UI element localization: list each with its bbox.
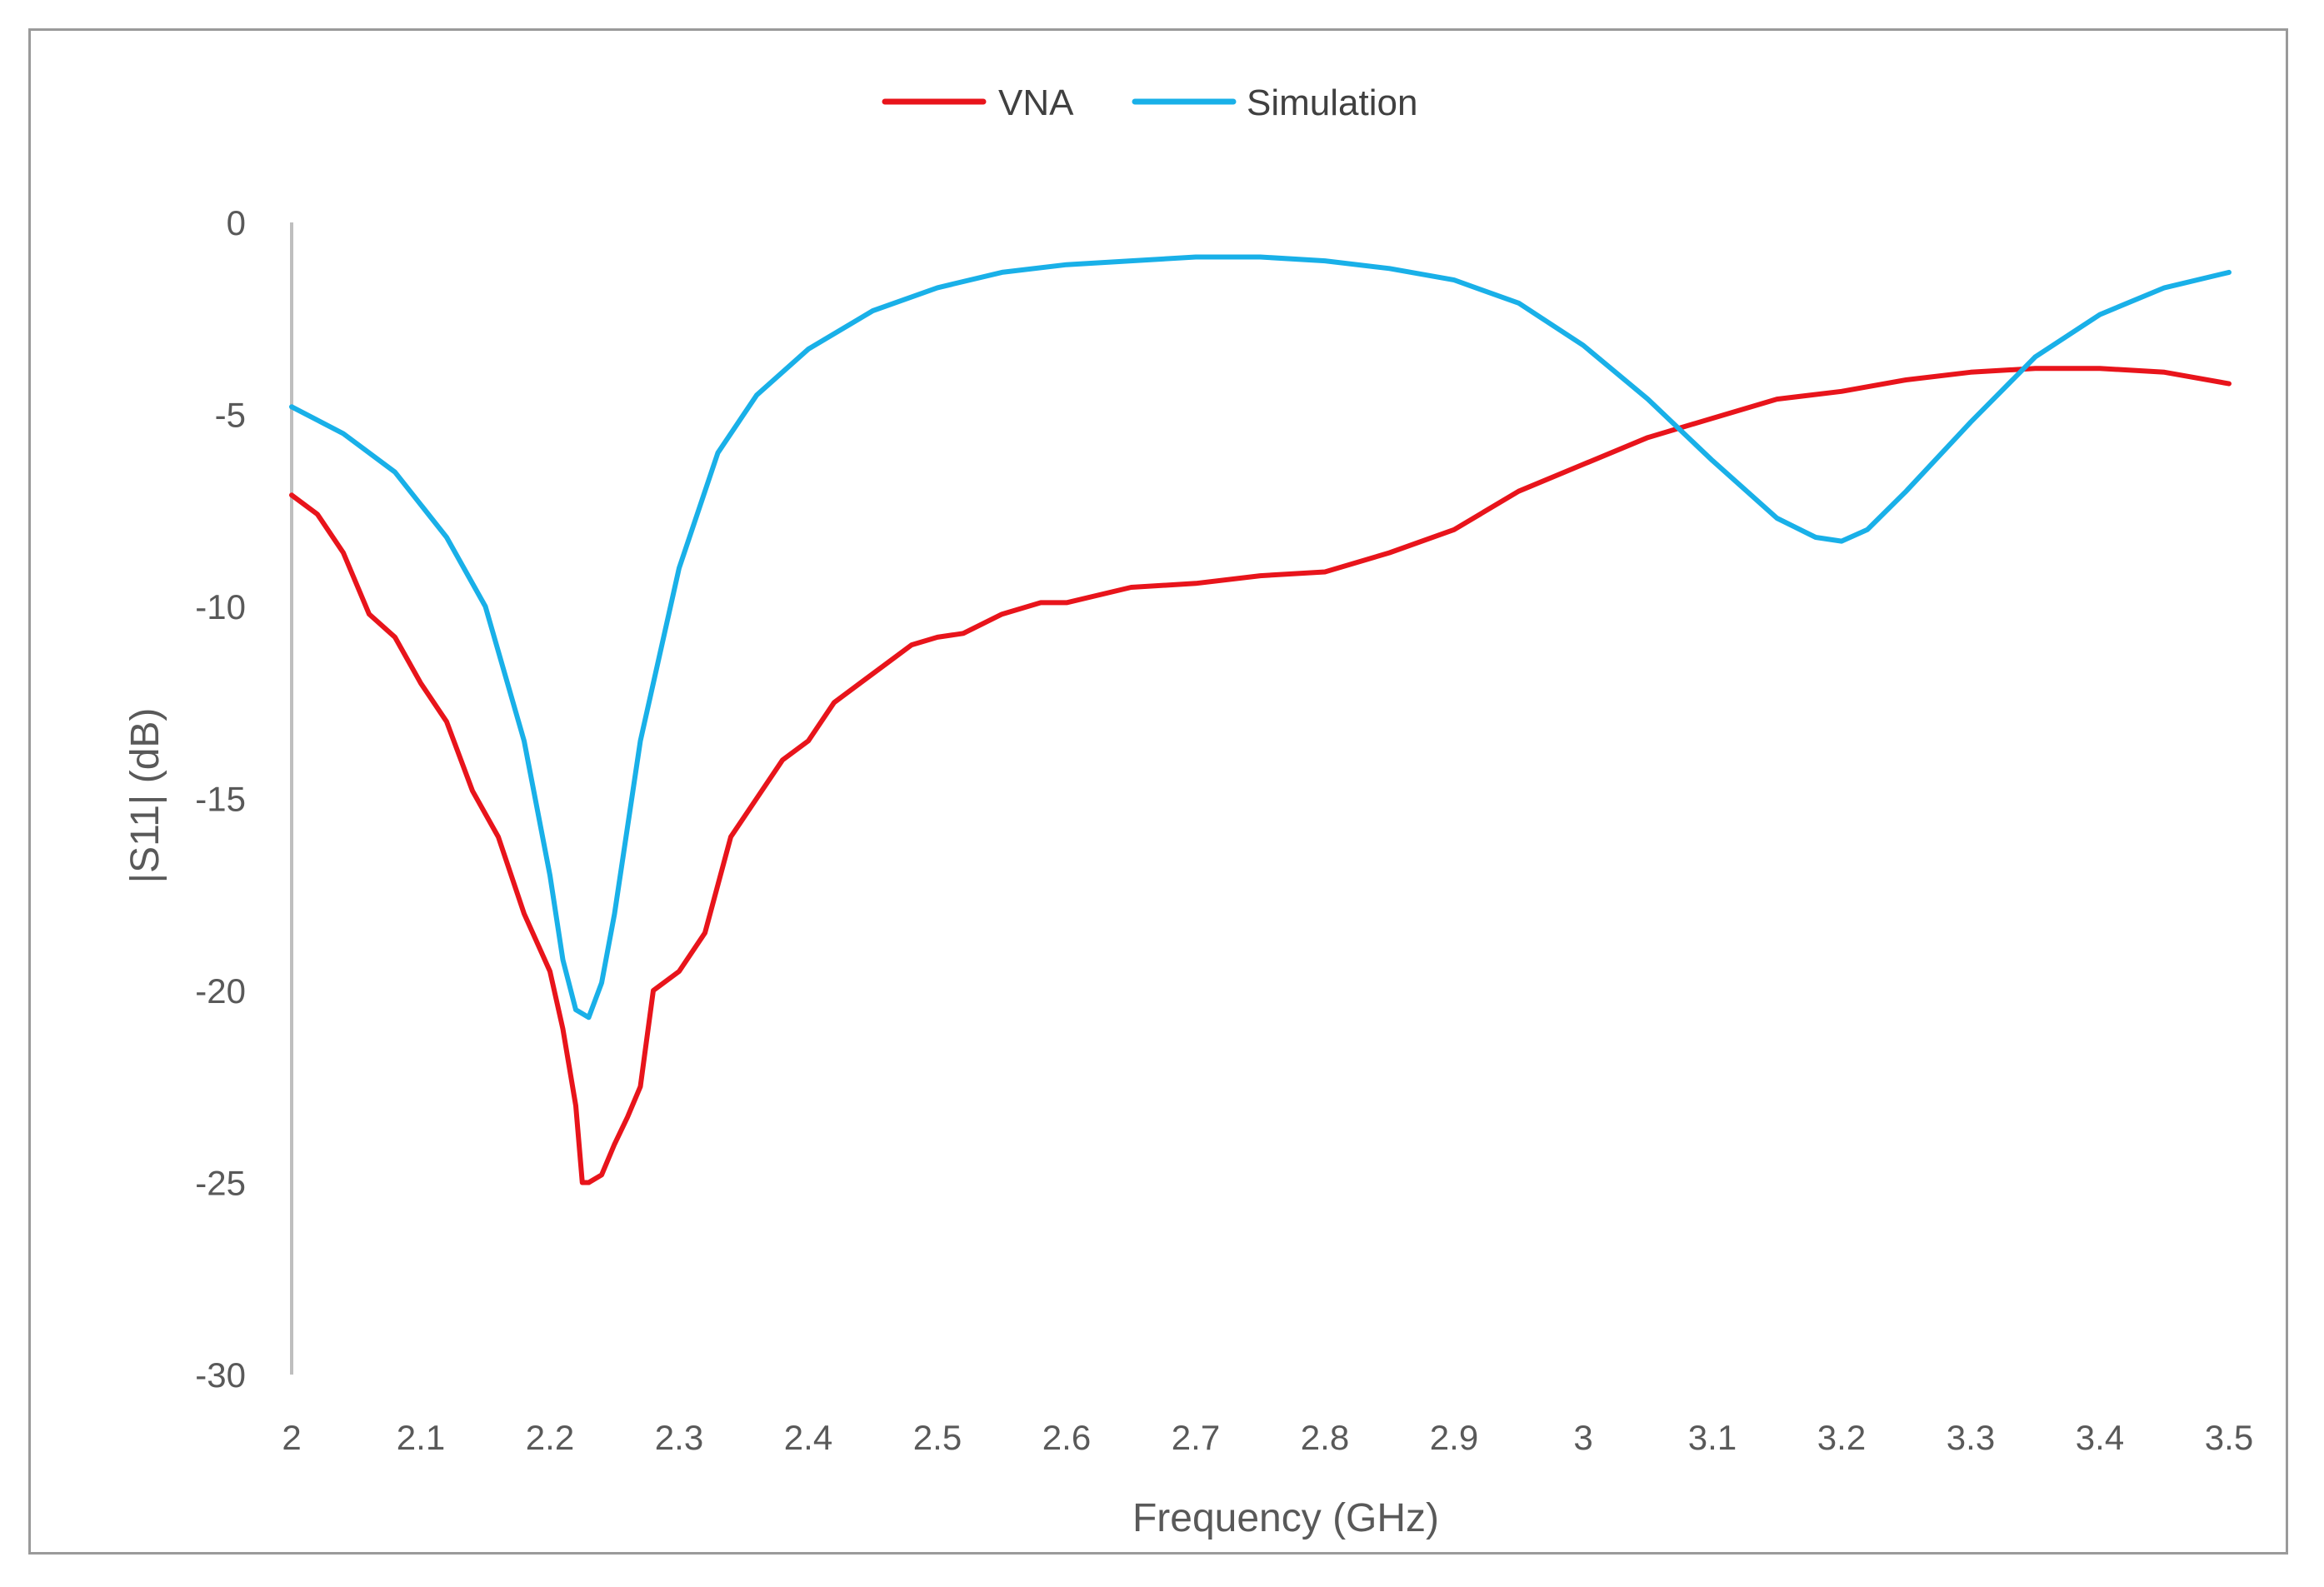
x-tick-label: 3.1 <box>1688 1418 1737 1457</box>
y-tick-label: -20 <box>195 971 246 1011</box>
x-tick-label: 3.2 <box>1817 1418 1866 1457</box>
x-tick-label: 2.8 <box>1301 1418 1349 1457</box>
x-axis-title: Frequency (GHz) <box>1132 1496 1439 1540</box>
y-tick-label: -5 <box>215 396 246 435</box>
x-tick-label: 2 <box>282 1418 301 1457</box>
x-tick-label: 2.4 <box>784 1418 832 1457</box>
series-line-vna <box>289 366 2232 1185</box>
series-line-simulation <box>289 254 2232 1021</box>
x-tick-label: 3 <box>1573 1418 1592 1457</box>
chart-frame <box>28 28 2288 1555</box>
y-axis-title: |S11| (dB) <box>123 708 167 884</box>
x-tick-label: 2.6 <box>1042 1418 1091 1457</box>
x-tick-label: 3.3 <box>1947 1418 1995 1457</box>
x-tick-label: 2.9 <box>1430 1418 1478 1457</box>
x-tick-label: 2.2 <box>526 1418 574 1457</box>
x-tick-label: 2.3 <box>655 1418 703 1457</box>
x-axis: 2 2.1 2.2 2.3 2.4 2.5 2.6 2.7 2.8 2.9 3 3.1 3.2 3.3 3.… <box>282 1418 2253 1457</box>
y-tick-label: -10 <box>195 587 246 626</box>
x-tick-label: 2.7 <box>1172 1418 1220 1457</box>
y-tick-label: -30 <box>195 1355 246 1395</box>
y-tick-label: -15 <box>195 780 246 819</box>
x-tick-label: 2.5 <box>913 1418 962 1457</box>
y-tick-label: -25 <box>195 1164 246 1203</box>
x-tick-label: 3.4 <box>2076 1418 2124 1457</box>
x-tick-label: 2.1 <box>397 1418 445 1457</box>
legend-label-simulation: Simulation <box>1247 82 1417 123</box>
y-axis: 0 -5 -10 -15 -20 -25 -30 <box>195 203 293 1395</box>
legend: VNA Simulation <box>882 82 1417 123</box>
series-group <box>289 254 2232 1185</box>
legend-label-vna: VNA <box>998 82 1074 123</box>
y-tick-label: 0 <box>227 203 246 242</box>
x-tick-label: 3.5 <box>2205 1418 2253 1457</box>
